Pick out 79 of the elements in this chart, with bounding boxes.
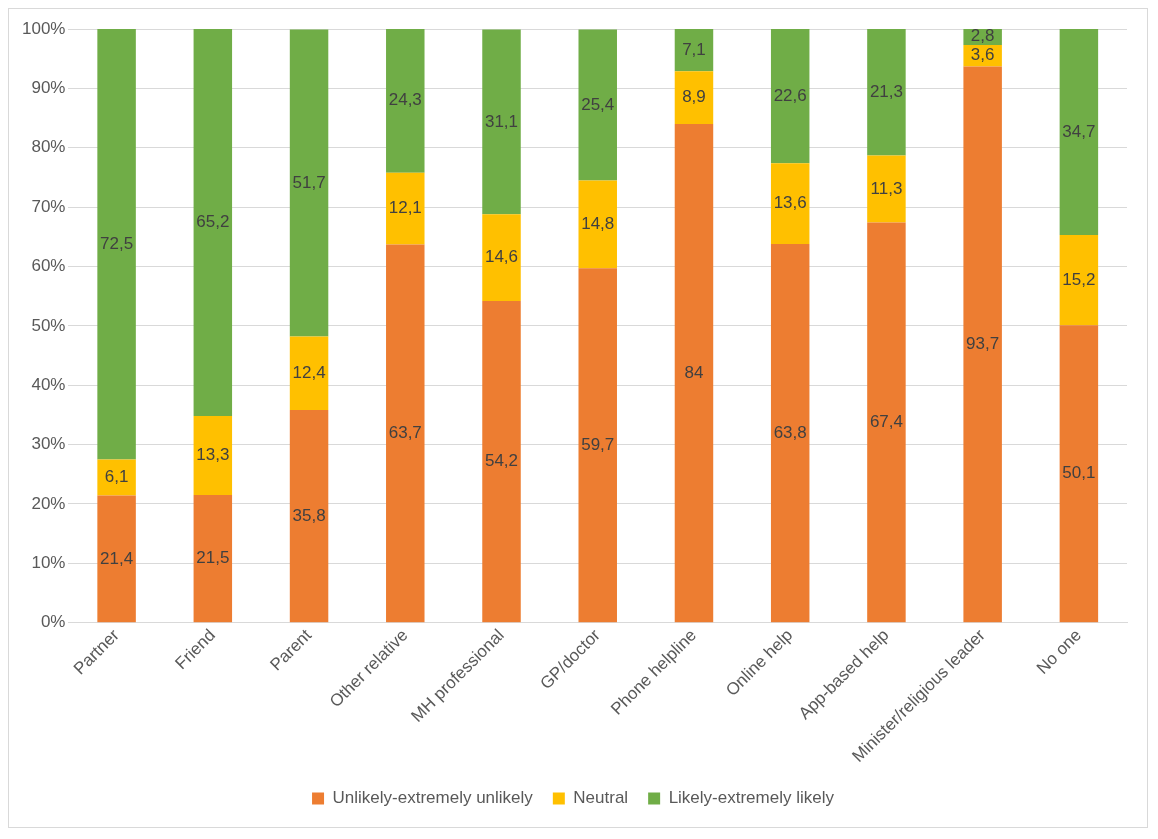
data-label: 31,1	[484, 111, 519, 131]
bar	[578, 180, 617, 269]
data-label: 63,8	[773, 422, 807, 442]
y-tick-label: 90%	[31, 78, 66, 98]
data-label: 3,6	[970, 45, 995, 65]
data-label: 67,4	[869, 412, 903, 432]
data-label: 7,1	[682, 39, 706, 59]
data-label: 13,6	[773, 193, 807, 213]
data-label: 13,3	[196, 445, 230, 465]
data-label: 59,7	[581, 434, 615, 454]
bar	[289, 410, 329, 623]
data-label: 14,8	[581, 213, 615, 233]
data-label: 50,1	[1062, 463, 1096, 483]
data-label: 21,4	[100, 548, 134, 568]
bar	[1059, 325, 1099, 623]
data-label: 65,2	[196, 212, 230, 232]
x-tick-label: No one	[1032, 625, 1086, 678]
bar	[482, 29, 521, 215]
y-tick-label: 60%	[31, 256, 66, 276]
bar	[193, 416, 233, 495]
bar	[482, 300, 521, 623]
bar	[386, 244, 425, 623]
y-tick-label: 10%	[31, 552, 66, 572]
y-tick-label: 80%	[31, 137, 66, 157]
y-tick-label: 40%	[31, 374, 66, 394]
data-label: 21,5	[196, 548, 230, 568]
bar	[963, 66, 1002, 623]
bar	[97, 459, 136, 496]
data-label: 12,4	[292, 363, 326, 382]
bar	[867, 222, 906, 623]
bar	[770, 163, 810, 244]
data-label: 2,8	[970, 26, 995, 46]
bar	[1059, 29, 1099, 235]
data-label: 51,7	[292, 172, 326, 192]
legend-label: Neutral	[573, 788, 629, 808]
legend-label: Unlikely-extremely unlikely	[332, 788, 534, 808]
bar	[578, 268, 617, 623]
data-label: 34,7	[1062, 121, 1096, 141]
data-label: 6,1	[104, 467, 129, 487]
data-label: 14,6	[484, 247, 519, 267]
y-tick-label: 20%	[31, 493, 66, 513]
y-tick-label: 70%	[31, 196, 66, 216]
data-label: 12,1	[388, 198, 422, 218]
data-label: 93,7	[966, 333, 1000, 353]
data-label: 54,2	[484, 451, 519, 471]
data-label: 63,7	[388, 423, 422, 442]
bar	[674, 123, 714, 623]
bar	[482, 214, 521, 301]
bar	[770, 243, 810, 623]
data-label: 15,2	[1062, 269, 1096, 289]
data-label: 72,5	[100, 233, 134, 253]
bar	[867, 29, 906, 156]
y-tick-label: 100%	[22, 18, 66, 38]
data-label: 84	[684, 362, 704, 382]
bar	[674, 29, 714, 72]
bar	[386, 29, 425, 173]
bar	[97, 29, 136, 460]
y-tick-label: 50%	[31, 315, 66, 335]
bar	[674, 71, 714, 124]
bar	[97, 495, 136, 623]
data-label: 22,6	[773, 85, 807, 105]
bar	[1059, 234, 1099, 326]
data-label: 11,3	[870, 178, 903, 198]
bar	[578, 29, 617, 181]
y-tick-label: 0%	[40, 612, 66, 632]
bar	[193, 495, 233, 623]
data-label: 21,3	[869, 81, 903, 101]
legend-label: Likely-extremely likely	[668, 788, 835, 808]
bar	[193, 29, 233, 417]
data-label: 8,9	[682, 87, 706, 107]
data-label: 25,4	[581, 94, 615, 114]
bar	[770, 29, 810, 164]
bar	[386, 172, 425, 245]
bar	[289, 336, 329, 411]
data-label: 35,8	[292, 505, 326, 525]
data-label: 24,3	[388, 90, 422, 110]
bar	[289, 29, 329, 337]
bar	[867, 155, 906, 223]
y-tick-label: 30%	[31, 434, 66, 454]
